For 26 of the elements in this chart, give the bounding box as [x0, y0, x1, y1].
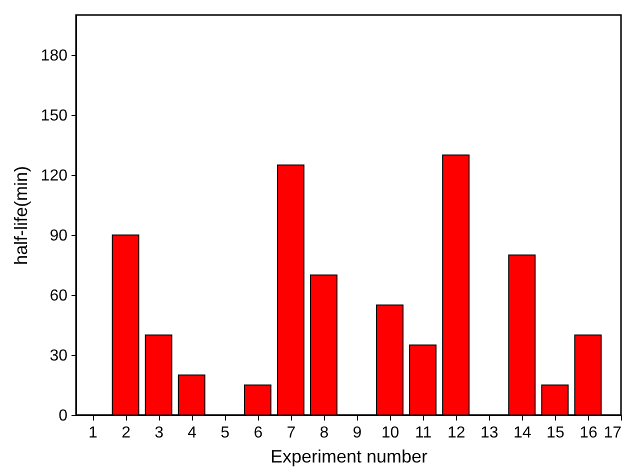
x-tick-label: 7 [286, 424, 296, 442]
x-tick-label: 1 [88, 424, 98, 442]
y-tick-label: 90 [50, 228, 68, 244]
x-tick-label: 4 [188, 424, 197, 442]
x-tick-label: 5 [220, 424, 230, 442]
y-tick-label: 150 [40, 108, 68, 124]
x-tick-label: 15 [546, 424, 564, 442]
y-tick-label: 30 [50, 348, 68, 364]
x-tick-label: 10 [381, 424, 400, 442]
x-axis-title: Experiment number [270, 446, 428, 466]
x-tick-label: 6 [254, 424, 263, 442]
x-tick-label: 3 [154, 424, 164, 442]
y-tick-label: 180 [40, 48, 68, 64]
y-tick-label: 120 [40, 168, 68, 184]
x-tick-label: 13 [480, 424, 498, 442]
y-tick-label: 0 [58, 408, 68, 424]
y-tick-label: 60 [50, 288, 68, 304]
x-tick-label: 9 [352, 424, 362, 442]
x-tick-label: 11 [415, 424, 432, 442]
y-axis-title: half-life(min) [10, 166, 31, 266]
x-tick-label: 12 [447, 424, 466, 442]
x-tick-label: 16 [580, 424, 598, 442]
x-tick-label: 14 [514, 424, 532, 442]
x-tick-label: 17 [604, 424, 622, 442]
x-tick-label: 8 [320, 424, 329, 442]
x-tick-label: 2 [122, 424, 131, 442]
